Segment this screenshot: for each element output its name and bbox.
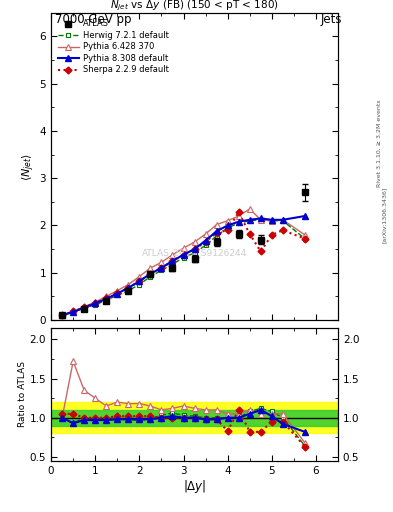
Bar bbox=[51, 402, 338, 433]
Text: [arXiv:1306.3436]: [arXiv:1306.3436] bbox=[382, 187, 387, 243]
Text: ATLAS_2011_S9126244: ATLAS_2011_S9126244 bbox=[142, 248, 247, 257]
Title: $N_{jet}$ vs $\Delta y$ (FB) (150 < pT < 180): $N_{jet}$ vs $\Delta y$ (FB) (150 < pT <… bbox=[110, 0, 279, 13]
Text: Jets: Jets bbox=[320, 13, 342, 26]
Y-axis label: $\langle N_{jet}\rangle$: $\langle N_{jet}\rangle$ bbox=[20, 152, 37, 181]
Text: Rivet 3.1.10, ≥ 3.2M events: Rivet 3.1.10, ≥ 3.2M events bbox=[377, 99, 382, 187]
Legend: ATLAS, Herwig 7.2.1 default, Pythia 6.428 370, Pythia 8.308 default, Sherpa 2.2.: ATLAS, Herwig 7.2.1 default, Pythia 6.42… bbox=[55, 17, 171, 77]
Y-axis label: Ratio to ATLAS: Ratio to ATLAS bbox=[18, 361, 27, 427]
X-axis label: $|\Delta y|$: $|\Delta y|$ bbox=[183, 478, 206, 496]
Text: 7000 GeV pp: 7000 GeV pp bbox=[55, 13, 132, 26]
Bar bbox=[51, 410, 338, 425]
